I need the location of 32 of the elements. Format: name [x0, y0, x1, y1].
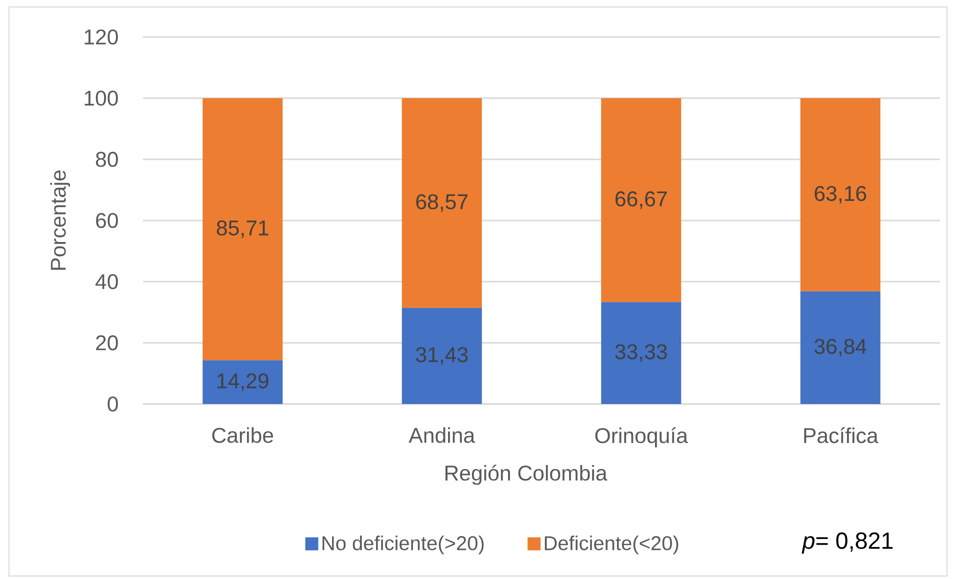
legend-label: No deficiente(>20) [322, 536, 484, 554]
y-tick-label: 100 [84, 90, 118, 106]
data-label: 36,84 [814, 338, 866, 356]
y-tick-label: 120 [84, 29, 118, 45]
y-tick-label: 20 [96, 335, 118, 350]
bar [202, 98, 283, 360]
data-label: 66,67 [616, 191, 667, 209]
legend-label: Deficiente(<20) [544, 536, 678, 554]
data-label: 68,57 [416, 194, 468, 212]
y-axis-title: Porcentaje [50, 170, 70, 270]
x-tick-label: Andina [408, 427, 476, 443]
data-label: 33,33 [615, 344, 667, 362]
bar [601, 302, 682, 404]
x-tick-label: Pacífica [804, 427, 878, 444]
y-tick-label: 60 [96, 212, 118, 228]
x-tick-label: Caribe [212, 427, 274, 443]
data-label: 31,43 [416, 347, 468, 365]
bar [800, 98, 880, 292]
y-tick-label: 0 [108, 396, 118, 412]
bar [402, 308, 482, 404]
y-tick-label: 80 [96, 152, 118, 167]
y-tick-label: 40 [95, 274, 118, 290]
bar [402, 98, 482, 308]
x-axis-title: Región Colombia [445, 464, 608, 485]
data-label: 14,29 [218, 373, 268, 391]
x-tick-label: Orinoquía [595, 427, 688, 448]
bar [601, 98, 682, 302]
bar [202, 360, 283, 404]
bar [800, 291, 880, 404]
data-label: 85,71 [216, 220, 268, 238]
data-label: 63,16 [814, 186, 866, 204]
text: p= 0,821 [802, 532, 893, 554]
